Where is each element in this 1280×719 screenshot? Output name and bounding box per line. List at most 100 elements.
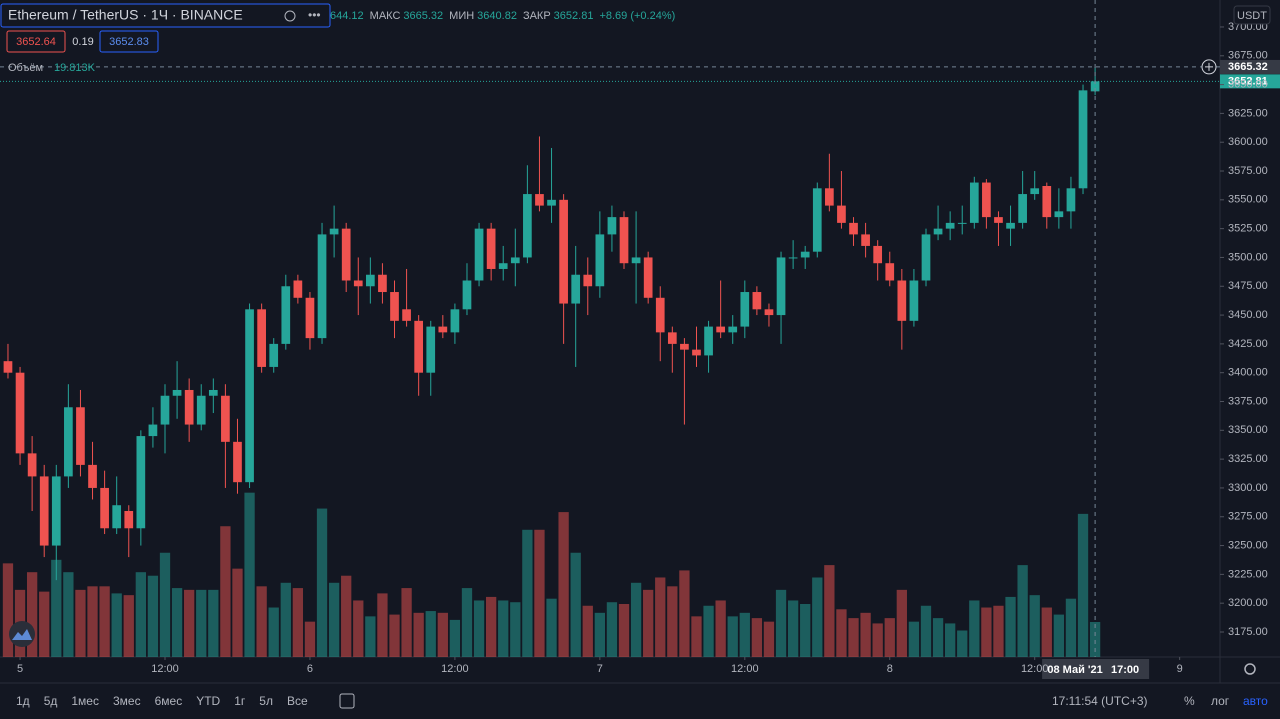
candle-body	[885, 263, 895, 281]
y-tick-label: 3200.00	[1228, 597, 1268, 609]
timeframe-button[interactable]: 3мес	[113, 694, 141, 708]
timeframe-button[interactable]: 5л	[259, 694, 273, 708]
bid-box[interactable]	[6, 30, 66, 53]
volume-bar	[365, 616, 376, 657]
timeframe-button[interactable]: 1г	[234, 694, 246, 708]
legend-value: 644.12	[330, 10, 364, 22]
y-tick-label: 3575.00	[1228, 165, 1268, 177]
last-price-label: 3652.81	[1228, 75, 1268, 87]
timeframe-button[interactable]: 1д	[16, 694, 30, 708]
volume-bar	[775, 589, 787, 657]
candle-body	[897, 280, 907, 321]
candle-body	[100, 487, 109, 529]
volume-bar	[848, 618, 859, 657]
volume-bar	[401, 588, 412, 657]
candle-body	[257, 309, 266, 367]
volume-title: Объём	[8, 62, 43, 74]
volume-bar	[304, 621, 316, 657]
volume-bar	[184, 589, 195, 657]
volume-bar	[473, 600, 485, 657]
x-tick-label: 8	[887, 663, 893, 675]
candle-body	[353, 280, 363, 287]
crosshair-time-box	[1042, 659, 1150, 679]
volume-bar	[1005, 596, 1016, 657]
y-tick-label: 3300.00	[1228, 482, 1268, 494]
volume-bar	[353, 600, 364, 657]
volume-bar	[280, 582, 291, 657]
timeframe-button[interactable]: YTD	[196, 694, 220, 708]
candle-body	[716, 326, 725, 333]
candle-body	[559, 199, 568, 304]
volume-bar	[836, 609, 847, 657]
add-alert-plus[interactable]	[1205, 62, 1213, 71]
candle-body	[426, 326, 436, 373]
candle-body	[1030, 188, 1040, 195]
gear[interactable]	[1244, 663, 1256, 675]
candle-body	[366, 274, 375, 287]
candle-body	[390, 292, 399, 321]
crosshair-date-label: 08 Май '21	[1047, 664, 1102, 676]
candle-body	[245, 309, 254, 483]
candle-body	[631, 257, 641, 264]
logo	[9, 621, 35, 647]
volume-bar	[606, 602, 618, 657]
y-tick-label: 3175.00	[1228, 626, 1268, 638]
volume-bar	[26, 572, 38, 657]
candle-body	[1066, 188, 1076, 212]
candle-body	[957, 222, 967, 224]
y-tick-label: 3475.00	[1228, 280, 1268, 292]
candle-body	[692, 349, 701, 356]
candle-body	[571, 274, 581, 304]
auto-toggle[interactable]: авто	[1243, 694, 1268, 708]
volume-bar	[594, 612, 606, 657]
volume-bar	[800, 603, 811, 657]
candle-body	[849, 222, 858, 235]
timeframe-button[interactable]: Все	[287, 694, 308, 708]
candle-body	[680, 343, 689, 350]
volume-bar	[739, 612, 750, 657]
volume-bar	[63, 572, 74, 657]
bid-price: 3652.64	[16, 36, 56, 48]
candle-body	[329, 228, 339, 235]
currency-box	[1233, 5, 1271, 25]
volume-bar	[630, 582, 642, 657]
legend-label: ЗАКР	[523, 10, 551, 22]
volume-bar	[872, 623, 883, 657]
volume-bar	[220, 526, 231, 657]
candle-body	[293, 280, 303, 298]
volume-bar	[510, 602, 521, 657]
timeframe-button[interactable]: 1мес	[71, 694, 99, 708]
candle-body	[402, 309, 411, 321]
volume-bar	[2, 563, 14, 657]
candle-body	[667, 332, 677, 344]
volume-bar	[957, 630, 968, 657]
candle-body	[3, 361, 13, 373]
spread: 0.19	[72, 36, 93, 48]
visibility-icon[interactable]	[284, 10, 296, 22]
ask-box[interactable]	[99, 30, 159, 53]
x-tick-label: 6	[307, 663, 313, 675]
date-range-icon[interactable]	[339, 693, 355, 709]
timeframe-button[interactable]: 5д	[44, 694, 58, 708]
candle-body	[982, 182, 991, 218]
candle-body	[341, 228, 351, 281]
crosshair-time-label: 17:00	[1111, 664, 1139, 676]
candle-body	[15, 372, 25, 454]
candle-body	[27, 453, 37, 477]
ask-price: 3652.83	[109, 36, 149, 48]
candle-body	[740, 292, 750, 327]
symbol-box[interactable]	[0, 3, 331, 28]
volume-bar	[498, 600, 509, 657]
candle-body	[704, 326, 713, 356]
candle-body	[523, 194, 532, 258]
candle-body	[124, 510, 134, 529]
percent-toggle[interactable]: %	[1184, 694, 1195, 708]
candle-body	[474, 228, 484, 281]
log-toggle[interactable]: лог	[1211, 694, 1230, 708]
volume-bar	[715, 600, 726, 657]
gear-icon[interactable]	[1244, 663, 1256, 675]
volume-bar	[268, 607, 279, 657]
timeframe-button[interactable]: 6мес	[155, 694, 183, 708]
candle-body	[39, 476, 49, 546]
